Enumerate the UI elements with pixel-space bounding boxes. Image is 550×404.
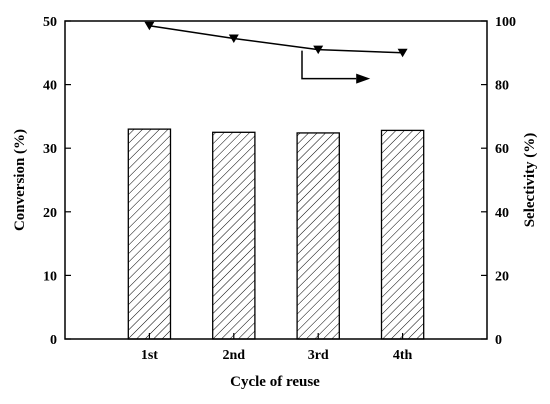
plot-frame bbox=[64, 20, 488, 340]
selectivity-marker bbox=[397, 48, 408, 58]
y-tick-label: 30 bbox=[43, 142, 57, 157]
plot-area: 0 10 20 30 40 50 0 20 40 60 80 100 1st 2nd 3rd 4th bbox=[43, 15, 516, 363]
annotation-arrow-head bbox=[356, 73, 371, 84]
y2-tick-label: 100 bbox=[495, 15, 516, 30]
x-tick-label: 4th bbox=[393, 348, 413, 363]
y-tick-label: 40 bbox=[43, 79, 57, 94]
selectivity-line bbox=[149, 25, 403, 54]
y-tick-label: 50 bbox=[43, 15, 57, 30]
x-tick-label: 1st bbox=[141, 348, 158, 363]
y2-axis-title: Selectivity (%) bbox=[522, 133, 538, 228]
conversion-bar bbox=[380, 129, 425, 340]
y-tick-label: 0 bbox=[50, 333, 57, 348]
y2-tick-label: 40 bbox=[495, 206, 509, 221]
y2-tick-label: 0 bbox=[495, 333, 502, 348]
x-axis-title: Cycle of reuse bbox=[230, 374, 320, 390]
y2-tick-label: 80 bbox=[495, 79, 509, 94]
selectivity-marker bbox=[313, 45, 324, 55]
annotation-arrow-line bbox=[301, 50, 357, 80]
x-tick-label: 3rd bbox=[308, 348, 329, 363]
selectivity-marker bbox=[228, 34, 239, 43]
y-tick-label: 10 bbox=[43, 269, 57, 284]
x-tick-label: 2nd bbox=[223, 348, 246, 363]
selectivity-marker bbox=[144, 21, 155, 31]
y-axis-title: Conversion (%) bbox=[12, 129, 28, 231]
y-tick-label: 20 bbox=[43, 206, 57, 221]
conversion-bar bbox=[296, 132, 340, 340]
y2-tick-label: 20 bbox=[495, 269, 509, 284]
conversion-bar bbox=[127, 128, 172, 340]
y2-tick-label: 60 bbox=[495, 142, 509, 157]
conversion-bar bbox=[212, 131, 256, 340]
